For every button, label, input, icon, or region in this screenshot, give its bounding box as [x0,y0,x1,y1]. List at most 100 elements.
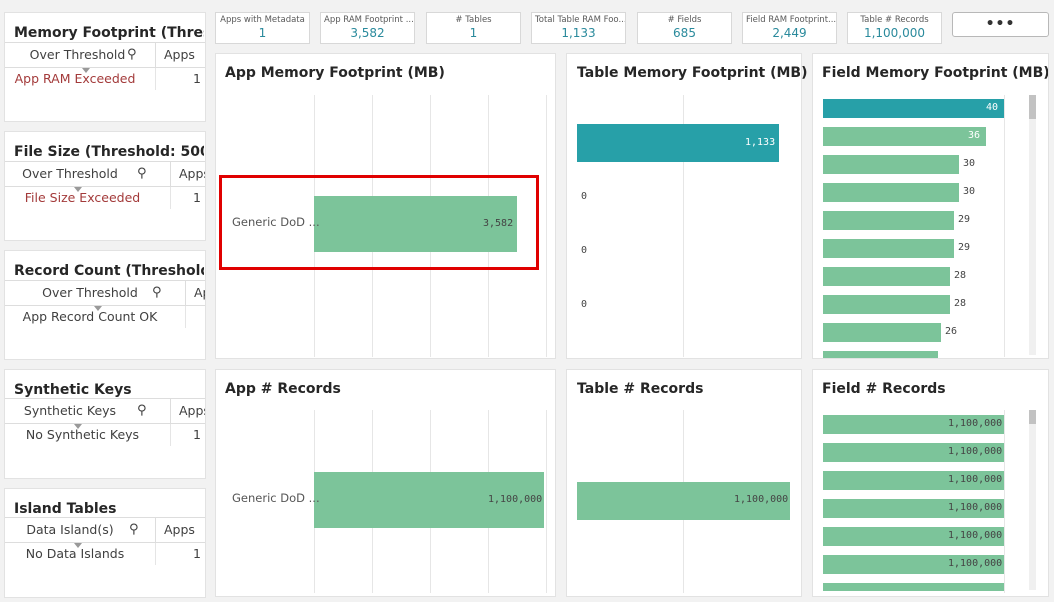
kpi-value: 2,449 [772,26,807,40]
bar[interactable] [823,267,950,286]
bar-value-label: 30 [963,186,976,197]
bar-value-label: 1,100,000 [948,418,1003,429]
filter-pane-title: Record Count (Threshold:... [14,263,204,279]
apps-column-header[interactable]: Apps [170,399,205,423]
filter-column-header[interactable]: Over Threshold [42,285,138,300]
bar-value-label: 1,100,000 [948,474,1003,485]
chart-title: App Memory Footprint (MB) [225,65,445,81]
filter-list-item[interactable]: No Synthetic Keys 1 [5,424,205,446]
search-icon[interactable]: ⚲ [129,522,139,537]
kpi-tile[interactable]: Table # Records 1,100,000 [847,12,942,44]
bar[interactable] [314,196,517,252]
filter-count: 1 [155,543,205,565]
sort-indicator-icon [82,68,90,73]
bar-value-label: 28 [954,298,967,309]
bar[interactable] [823,415,1004,434]
filter-column-header[interactable]: Over Threshold [29,47,126,62]
filter-value[interactable]: No Synthetic Keys [25,427,140,442]
chart-app-records[interactable]: App # Records 1,100,000 Generic DoD ... [215,369,556,597]
bar[interactable] [823,471,1004,490]
more-options-button[interactable]: ••• [952,12,1049,37]
search-icon[interactable]: ⚲ [127,47,137,62]
chart-title: App # Records [225,381,341,397]
bar[interactable] [823,99,1004,118]
filter-list-item[interactable]: App Record Count OK [5,306,205,328]
search-icon[interactable]: ⚲ [152,285,162,300]
bar-value-label: 26 [945,326,958,337]
search-icon[interactable]: ⚲ [137,403,147,418]
filter-value[interactable]: No Data Islands [25,546,125,561]
filter-column-header[interactable]: Data Island(s) [26,522,114,537]
bar[interactable] [823,239,954,258]
bar[interactable] [823,443,1004,462]
filter-value[interactable]: File Size Exceeded [24,190,141,205]
filter-value[interactable]: App Record Count OK [22,309,158,324]
bar-value-label: 40 [986,102,999,113]
chart-title: Table # Records [577,381,704,397]
kpi-tile[interactable]: Field RAM Footprint... 2,449 [742,12,837,44]
kpi-tile[interactable]: Total Table RAM Foo... 1,133 [531,12,626,44]
kpi-value: 1,133 [561,26,596,40]
sort-indicator-icon [94,306,102,311]
filter-pane[interactable]: File Size (Threshold: 500 ...Over Thresh… [4,131,206,241]
bar-value-label: 36 [968,130,981,141]
apps-column-header[interactable]: Apps [155,43,205,67]
bar[interactable] [823,295,950,314]
kpi-tile[interactable]: # Tables 1 [426,12,521,44]
filter-pane[interactable]: Memory Footprint (Thres...Over Threshold… [4,12,206,122]
kpi-tile[interactable]: App RAM Footprint ... 3,582 [320,12,415,44]
bar-value-label: 0 [581,245,588,256]
filter-count: 1 [155,68,205,90]
gridline [683,95,684,357]
bar-value-label: 1,100,000 [734,494,789,505]
filter-list-item[interactable]: File Size Exceeded 1 [5,187,205,209]
apps-column-header[interactable]: Ap [185,281,205,305]
filter-count [185,306,205,328]
bar-value-label: 1,100,000 [948,558,1003,569]
kpi-value: 1 [469,26,478,40]
bar[interactable] [823,183,959,202]
chart-field-memory[interactable]: Field Memory Footprint (MB) 40 36 30 30 29 29… [812,53,1049,359]
bar[interactable] [823,499,1004,518]
filter-pane[interactable]: Island Tables Data Island(s) ⚲ Apps No Data … [4,488,206,598]
filter-list-item[interactable]: No Data Islands 1 [5,543,205,565]
filter-pane[interactable]: Record Count (Threshold:... Over Threshol… [4,250,206,360]
filter-count: 1 [170,187,205,209]
bar-partial [823,351,938,358]
scrollbar[interactable] [1029,410,1036,590]
bar[interactable] [314,472,544,528]
bar-value-label: 28 [954,270,967,281]
filter-value[interactable]: App RAM Exceeded [14,71,136,86]
bar[interactable] [577,482,790,520]
chart-table-records[interactable]: Table # Records 1,100,000 [566,369,802,597]
filter-pane-title: Synthetic Keys [14,382,132,398]
bar[interactable] [823,155,959,174]
bar[interactable] [823,555,1004,574]
bar[interactable] [823,127,986,146]
kpi-tile[interactable]: Apps with Metadata 1 [215,12,310,44]
chart-field-records[interactable]: Field # Records 1,100,000 1,100,000 1,100,… [812,369,1049,597]
kpi-tile[interactable]: # Fields 685 [637,12,732,44]
filter-list-item[interactable]: App RAM Exceeded 1 [5,68,205,90]
bar-value-label: 1,100,000 [948,446,1003,457]
gridline [1004,95,1005,357]
bar[interactable] [577,124,779,162]
bar-value-label: 29 [958,242,971,253]
apps-column-header[interactable]: Apps [170,162,205,186]
chart-table-memory[interactable]: Table Memory Footprint (MB) 1,133 0 0 0 [566,53,808,359]
scrollbar-thumb[interactable] [1029,95,1036,119]
kpi-label: App RAM Footprint ... [324,15,414,25]
filter-column-header[interactable]: Synthetic Keys [23,403,117,418]
bar[interactable] [823,323,941,342]
chart-app-memory[interactable]: App Memory Footprint (MB) 3,582 Generic D… [215,53,556,359]
bar[interactable] [823,211,954,230]
sort-indicator-icon [74,543,82,548]
apps-column-header[interactable]: Apps [155,518,205,542]
search-icon[interactable]: ⚲ [137,166,147,181]
filter-column-header[interactable]: Over Threshold [22,166,118,181]
scrollbar[interactable] [1029,95,1036,355]
scrollbar-thumb[interactable] [1029,410,1036,424]
chart-title: Field Memory Footprint (MB) [822,65,1049,81]
bar[interactable] [823,527,1004,546]
